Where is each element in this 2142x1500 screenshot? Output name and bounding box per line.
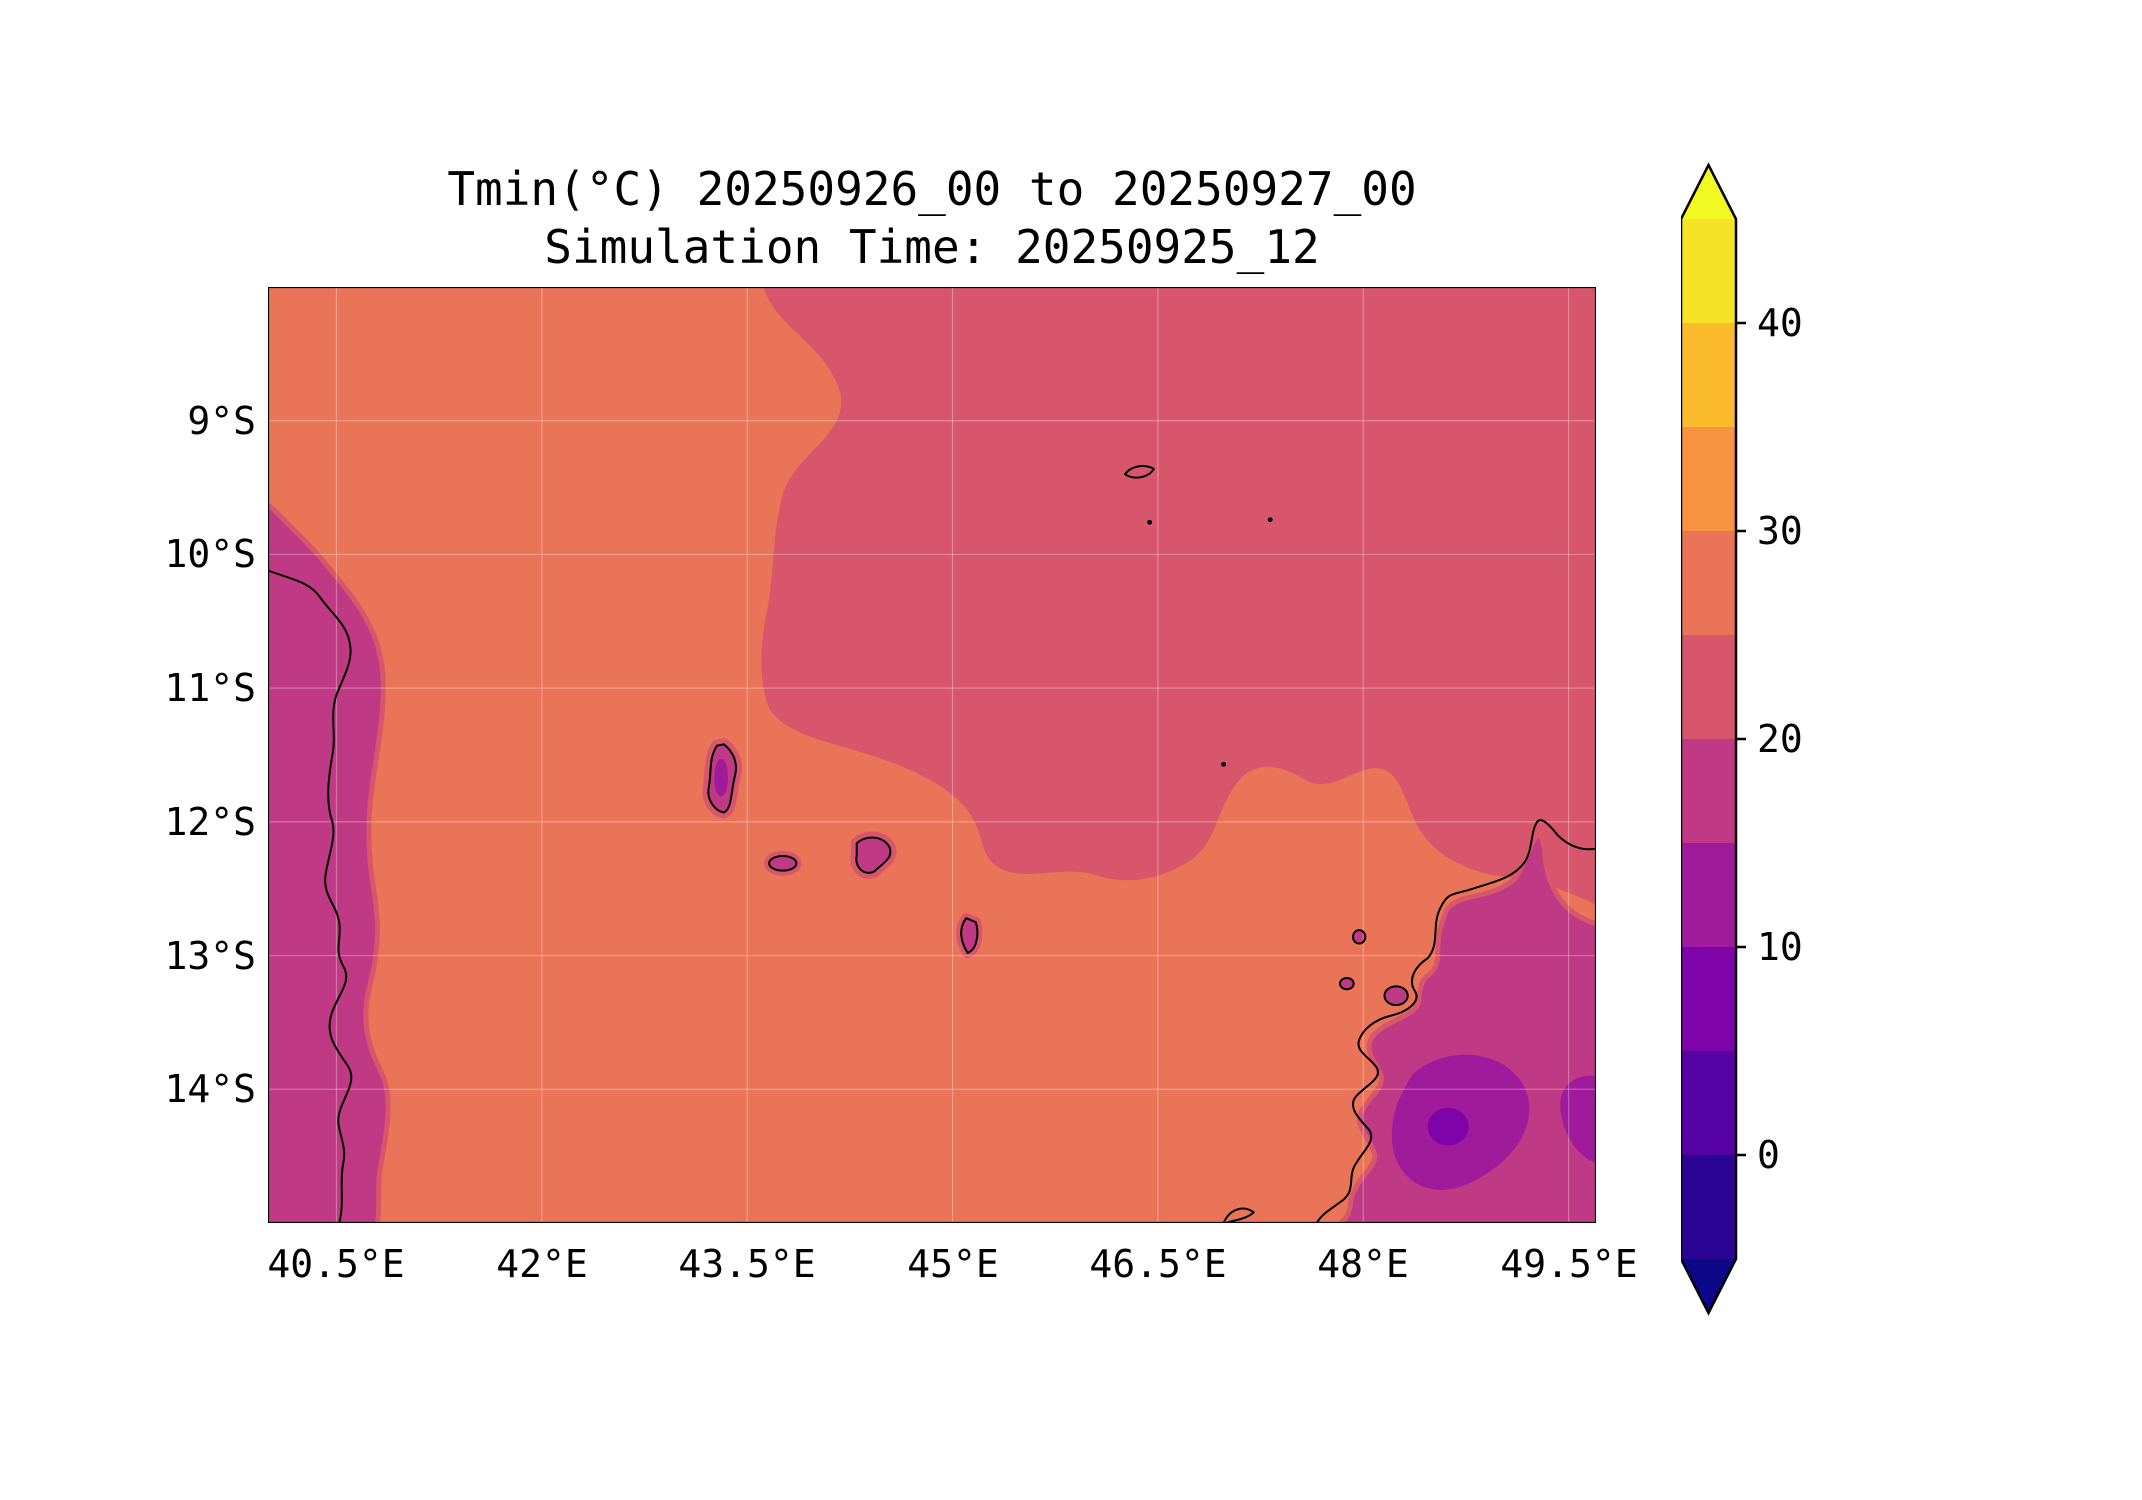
colorbar-tick-label: 20	[1757, 717, 1803, 761]
contour-region-5-10-core	[1427, 1108, 1469, 1146]
moheli-coastline	[769, 856, 796, 871]
colorbar-band-15-20	[1681, 739, 1736, 843]
y-tick-label: 11°S	[164, 666, 256, 710]
colorbar-tick-label: 10	[1757, 925, 1803, 969]
small-island-coastline	[1340, 978, 1354, 989]
glorioso-coastline	[1125, 466, 1154, 478]
colorbar-ticks	[1736, 321, 1746, 1157]
colorbar-tick-label: 0	[1757, 1133, 1780, 1177]
islet-dot	[1147, 519, 1153, 525]
coastlines	[268, 466, 1596, 1223]
madagascar-bay-coastline	[1224, 1209, 1254, 1223]
colorbar-band-35-40	[1681, 323, 1736, 427]
gridlines	[268, 287, 1596, 1223]
anjouan-coastline	[856, 838, 890, 873]
colorbar-tick-labels: 40 30 20 10 0	[1757, 301, 1803, 1177]
x-tick-label: 46.5°E	[1089, 1242, 1227, 1286]
colorbar-band-0-5	[1681, 1051, 1736, 1155]
contour-region-20-25-northeast	[761, 287, 1596, 905]
y-tick-label: 13°S	[164, 934, 256, 978]
small-island-fill	[1352, 930, 1366, 944]
madagascar-coastline	[1317, 820, 1596, 1223]
islet-dot	[1221, 761, 1227, 767]
title-line-2: Simulation Time: 20250925_12	[544, 220, 1320, 274]
title-line-1: Tmin(°C) 20250926_00 to 20250927_00	[447, 162, 1417, 216]
small-island-fill	[1339, 978, 1354, 990]
colorbar-band-40-45	[1681, 219, 1736, 323]
nosy-be-fill	[1384, 986, 1408, 1006]
contour-region-10-15-east-edge	[1560, 1075, 1596, 1163]
plot-title: Tmin(°C) 20250926_00 to 20250927_00 Simu…	[268, 160, 1596, 276]
x-tick-label: 40.5°E	[267, 1242, 405, 1286]
colorbar-band-30-35	[1681, 427, 1736, 531]
x-tick-label: 49.5°E	[1500, 1242, 1638, 1286]
colorbar-band-10-15	[1681, 843, 1736, 947]
y-tick-label: 10°S	[164, 532, 256, 576]
colorbar-extend-below-triangle	[1681, 1259, 1736, 1313]
colorbar: 40 30 20 10 0	[1681, 162, 1803, 1316]
small-island-coastline	[1353, 930, 1365, 943]
mayotte-fill	[961, 918, 978, 953]
colorbar-band-5-10	[1681, 947, 1736, 1051]
africa-coastline	[268, 570, 351, 1223]
map-plot	[268, 287, 1596, 1223]
colorbar-extend-above-triangle	[1681, 165, 1736, 219]
colorbar-tick-label: 30	[1757, 509, 1803, 553]
colorbar-band-25-30	[1681, 531, 1736, 635]
mayotte-coastline	[961, 918, 977, 953]
y-tick-label: 12°S	[164, 800, 256, 844]
colorbar-tick-label: 40	[1757, 301, 1803, 345]
y-tick-label: 9°S	[187, 399, 256, 443]
colorbar-band-20-25	[1681, 635, 1736, 739]
x-tick-label: 42°E	[496, 1242, 588, 1286]
x-tick-label: 45°E	[907, 1242, 999, 1286]
moheli-fill	[769, 855, 797, 871]
y-tick-label: 14°S	[164, 1067, 256, 1111]
colorbar-band-neg5-0	[1681, 1155, 1736, 1259]
nosy-be-coastline	[1384, 986, 1407, 1005]
grande-comore-coastline	[708, 744, 736, 812]
colorbar-outline	[1681, 162, 1738, 1316]
x-tick-label: 43.5°E	[678, 1242, 816, 1286]
grande-comore-core	[714, 759, 729, 797]
nw-madagascar-islands	[1339, 930, 1408, 1006]
x-tick-label: 48°E	[1317, 1242, 1409, 1286]
islet-dot	[1267, 517, 1273, 523]
